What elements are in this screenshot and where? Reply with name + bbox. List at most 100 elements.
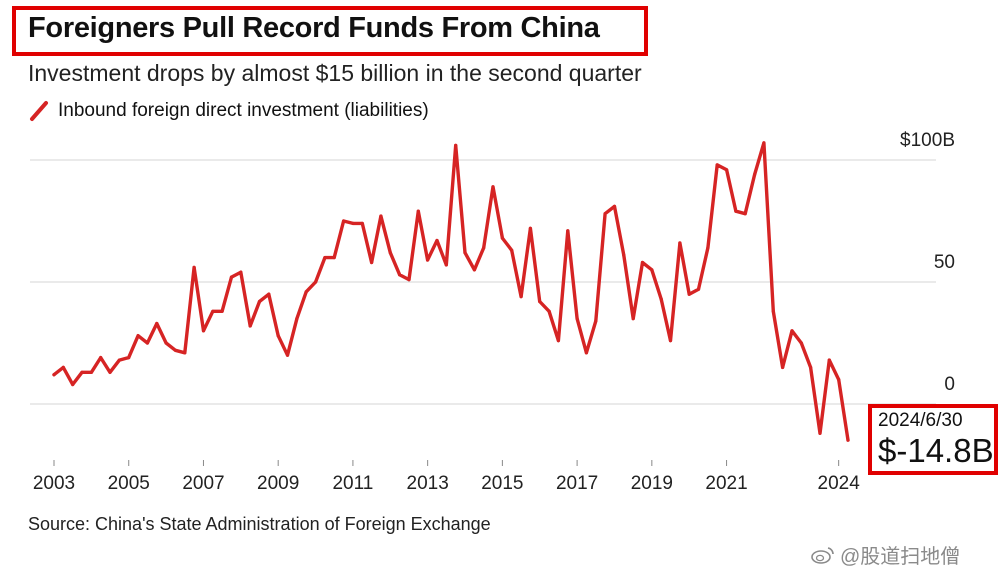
y-axis-ticks: 0 50 $100B (900, 130, 955, 395)
data-point (407, 278, 411, 282)
grid-lines (30, 159, 936, 405)
x-tick-label: 2019 (631, 473, 673, 494)
x-tick-label: 2011 (332, 473, 373, 494)
data-point (696, 287, 701, 291)
data-point (846, 438, 850, 442)
chart-legend: Inbound foreign direct investment (liabi… (28, 98, 429, 124)
data-point (528, 226, 533, 230)
data-point (239, 270, 243, 274)
data-point (753, 173, 757, 177)
data-point (426, 258, 430, 262)
data-point (715, 163, 719, 167)
data-point (444, 263, 448, 267)
data-point (743, 212, 747, 216)
data-point (342, 219, 346, 223)
data-point (379, 214, 383, 218)
data-point (790, 329, 794, 333)
data-point (463, 251, 467, 255)
x-tick-label: 2024 (818, 473, 861, 494)
data-point (762, 141, 766, 145)
data-point (89, 370, 93, 374)
data-point (818, 431, 822, 435)
data-point (799, 341, 803, 345)
data-point (622, 253, 626, 257)
data-point (827, 358, 831, 362)
data-point (248, 324, 252, 328)
data-point (285, 353, 290, 357)
data-point (370, 260, 374, 265)
data-point (454, 143, 458, 147)
x-tick-label: 2021 (705, 473, 747, 494)
data-point (510, 248, 514, 252)
data-point (837, 378, 841, 382)
data-point (80, 370, 84, 374)
x-tick-label: 2007 (182, 473, 224, 494)
data-point (295, 317, 299, 321)
x-tick-label: 2013 (407, 473, 449, 494)
data-point (435, 238, 439, 243)
data-point (164, 341, 168, 345)
x-axis-ticks: 2003 2005 2007 2009 2011 2013 2015 2017 2019 2021… (33, 460, 860, 494)
data-point (491, 185, 495, 189)
data-point (127, 356, 131, 360)
data-point (155, 321, 159, 326)
data-point (519, 295, 523, 299)
data-point (538, 299, 542, 304)
data-point (314, 280, 318, 284)
callout-date: 2024/6/30 (878, 410, 963, 431)
chart-subtitle: Investment drops by almost $15 billion i… (28, 60, 642, 86)
data-point (650, 268, 654, 272)
data-point (173, 348, 177, 352)
data-point (809, 365, 813, 369)
data-point (136, 334, 140, 338)
data-point (612, 204, 617, 208)
data-point (183, 351, 187, 355)
data-point (575, 317, 579, 321)
data-point (668, 339, 673, 343)
data-point (398, 273, 402, 277)
data-point (323, 256, 327, 260)
x-tick-label: 2017 (556, 473, 598, 494)
data-point (603, 212, 607, 216)
data-point (771, 309, 775, 313)
data-point (556, 339, 561, 343)
data-point (416, 209, 420, 213)
data-point (631, 317, 635, 321)
data-point (734, 209, 738, 213)
data-point (725, 168, 729, 172)
data-point (99, 356, 103, 360)
data-point (332, 256, 336, 260)
data-point (192, 265, 196, 269)
series-layer (52, 141, 850, 442)
latest-value-callout: 2024/6/30 $-14.8B (868, 404, 998, 475)
data-point (781, 365, 785, 369)
data-point (351, 221, 355, 225)
data-point (388, 251, 392, 255)
series-line (52, 141, 850, 442)
data-point (267, 292, 271, 296)
data-point (547, 309, 551, 313)
data-point (108, 370, 112, 374)
data-point (229, 275, 234, 279)
x-tick-label: 2015 (481, 473, 523, 494)
data-point (220, 309, 224, 313)
data-point (117, 358, 121, 362)
data-point (61, 365, 65, 369)
data-point (472, 268, 476, 272)
page-title: Foreigners Pull Record Funds From China (28, 12, 600, 44)
data-point (201, 329, 206, 333)
data-point (500, 236, 504, 240)
x-tick-label: 2003 (33, 473, 75, 494)
data-point (706, 246, 710, 250)
data-point (257, 299, 262, 304)
data-point (640, 260, 645, 265)
watermark-text: @股道扫地僧 (840, 546, 961, 568)
x-tick-label: 2009 (257, 473, 299, 494)
watermark: @股道扫地僧 (810, 540, 960, 569)
legend-label: Inbound foreign direct investment (liabi… (58, 100, 429, 121)
data-point (678, 241, 682, 245)
data-point (304, 290, 308, 294)
data-point (71, 382, 75, 387)
data-point (360, 221, 364, 225)
